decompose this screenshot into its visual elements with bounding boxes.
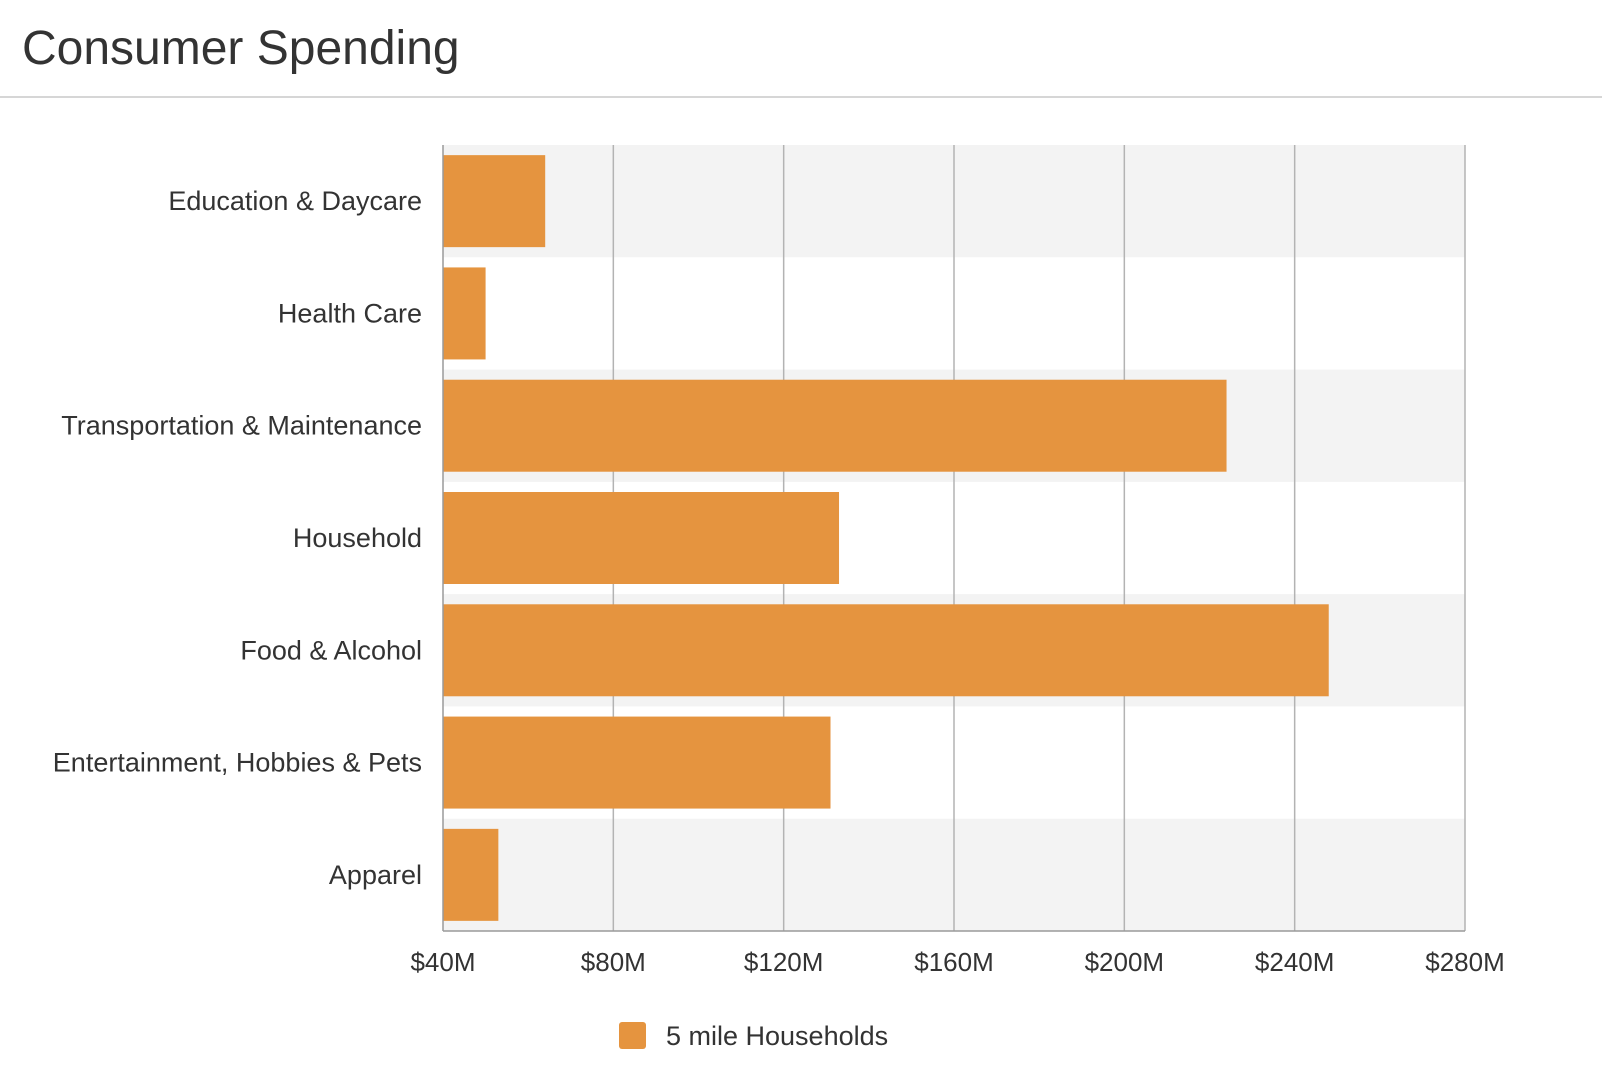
x-tick-label: $80M [581,947,646,977]
x-tick-label: $280M [1425,947,1505,977]
category-label: Entertainment, Hobbies & Pets [53,748,422,778]
x-tick-label: $120M [744,947,824,977]
legend-label[interactable]: 5 mile Households [666,1021,888,1051]
title-divider [0,96,1602,98]
bar[interactable] [443,716,831,809]
page-title: Consumer Spending [22,22,460,75]
category-label: Household [293,523,422,553]
legend[interactable]: 5 mile Households [619,1021,888,1051]
x-tick-label: $160M [914,947,994,977]
legend-swatch[interactable] [619,1022,646,1049]
category-label: Transportation & Maintenance [61,411,422,441]
bar[interactable] [443,155,546,248]
category-label: Apparel [329,860,422,890]
category-labels: Education & Daycare Health Care Transporta… [53,186,422,890]
bar[interactable] [443,828,499,921]
x-tick-label: $200M [1085,947,1165,977]
category-label: Health Care [278,298,422,328]
tick-labels: $40M $80M $120M $160M $200M $240M $280M [410,947,1504,977]
bar[interactable] [443,267,486,360]
bar[interactable] [443,492,840,584]
bar[interactable] [443,604,1329,697]
x-tick-label: $40M [410,947,475,977]
category-label: Food & Alcohol [240,635,422,665]
category-label: Education & Daycare [168,186,422,216]
axes [442,145,1465,932]
bar[interactable] [443,379,1227,472]
bars [443,155,1329,921]
x-tick-label: $240M [1255,947,1335,977]
